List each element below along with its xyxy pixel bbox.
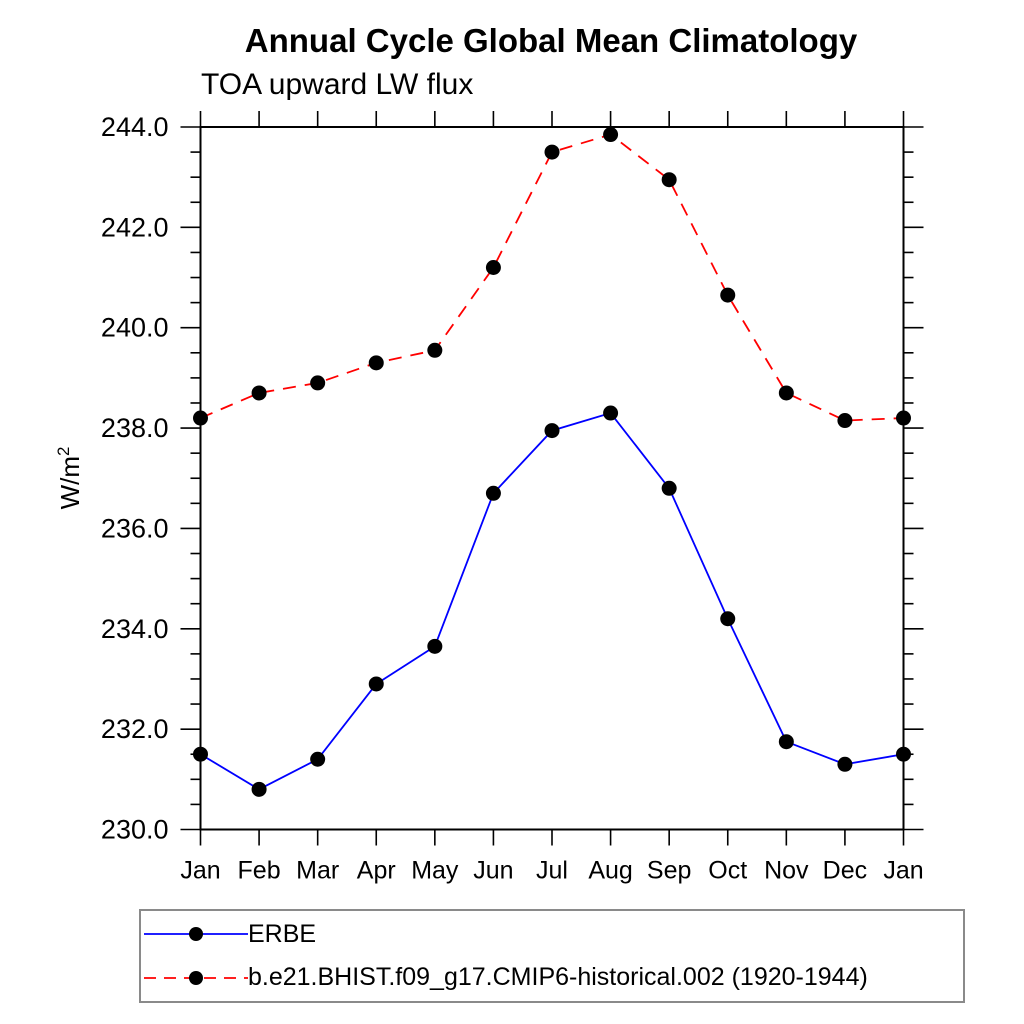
y-tick-label: 236.0 bbox=[101, 513, 169, 543]
series-1-marker bbox=[193, 410, 208, 426]
series-1-marker bbox=[251, 385, 267, 401]
x-tick-label: Sep bbox=[647, 857, 691, 885]
series-0-marker bbox=[837, 756, 853, 772]
y-tick-label: 240.0 bbox=[101, 313, 169, 343]
y-tick-label: 244.0 bbox=[101, 112, 169, 142]
x-tick-label: Feb bbox=[238, 857, 281, 885]
x-tick-label: Aug bbox=[588, 857, 632, 885]
series-1-marker bbox=[896, 410, 911, 426]
series-1-marker bbox=[661, 172, 677, 188]
x-tick-label: Jul bbox=[536, 857, 568, 885]
series-0-marker bbox=[544, 423, 560, 439]
x-tick-label: Apr bbox=[357, 857, 396, 885]
chart-subtitle: TOA upward LW flux bbox=[201, 68, 474, 101]
series-0-marker bbox=[251, 781, 267, 797]
x-tick-label: May bbox=[411, 857, 459, 885]
x-tick-label: Nov bbox=[764, 857, 809, 885]
series-1-marker bbox=[310, 375, 326, 391]
series-0-marker bbox=[661, 480, 677, 496]
chart-title: Annual Cycle Global Mean Climatology bbox=[244, 22, 858, 59]
x-tick-label: Jan bbox=[180, 857, 220, 885]
series-0-marker bbox=[427, 638, 443, 654]
series-1-marker bbox=[837, 413, 853, 429]
series-1-marker bbox=[778, 385, 794, 401]
legend-marker-dot bbox=[189, 970, 203, 985]
series-1-marker bbox=[368, 355, 384, 371]
series-0-marker bbox=[896, 746, 911, 762]
series-0-marker bbox=[310, 751, 326, 767]
series-1-marker bbox=[603, 127, 619, 143]
plot-frame bbox=[199, 126, 905, 831]
series-1-marker bbox=[544, 144, 560, 160]
x-tick-label: Oct bbox=[708, 857, 747, 885]
legend-marker-dot bbox=[189, 927, 203, 942]
legend-item: ERBE bbox=[141, 914, 963, 954]
y-tick-label: 242.0 bbox=[101, 212, 169, 242]
y-tick-label: 238.0 bbox=[101, 413, 169, 443]
x-tick-label: Mar bbox=[296, 857, 339, 885]
series-1-marker bbox=[485, 260, 501, 275]
series-line-1 bbox=[200, 133, 904, 422]
y-tick-label: 234.0 bbox=[101, 614, 169, 644]
series-1-marker bbox=[720, 287, 736, 303]
series-0-marker bbox=[193, 746, 208, 762]
legend-label: ERBE bbox=[248, 919, 317, 948]
x-tick-label: Jun bbox=[473, 857, 513, 885]
series-0-marker bbox=[368, 676, 384, 692]
series-0-marker bbox=[778, 734, 794, 750]
legend-line-sample bbox=[144, 970, 248, 985]
series-0-marker bbox=[603, 405, 619, 421]
series-line-0 bbox=[200, 411, 904, 791]
series-1-marker bbox=[427, 342, 443, 358]
legend-line-sample bbox=[144, 927, 248, 942]
legend-item: b.e21.BHIST.f09_g17.CMIP6-historical.002… bbox=[141, 958, 963, 998]
y-tick-label: 232.0 bbox=[101, 714, 169, 744]
y-tick-label: 230.0 bbox=[101, 815, 169, 845]
x-tick-label: Dec bbox=[823, 857, 867, 885]
x-tick-label: Jan bbox=[883, 857, 923, 885]
legend-label: b.e21.BHIST.f09_g17.CMIP6-historical.002… bbox=[248, 963, 868, 992]
legend-box: ERBE b.e21.BHIST.f09_g17.CMIP6-historical… bbox=[139, 909, 965, 1003]
series-0-marker bbox=[485, 485, 501, 501]
series-0-marker bbox=[720, 611, 736, 627]
